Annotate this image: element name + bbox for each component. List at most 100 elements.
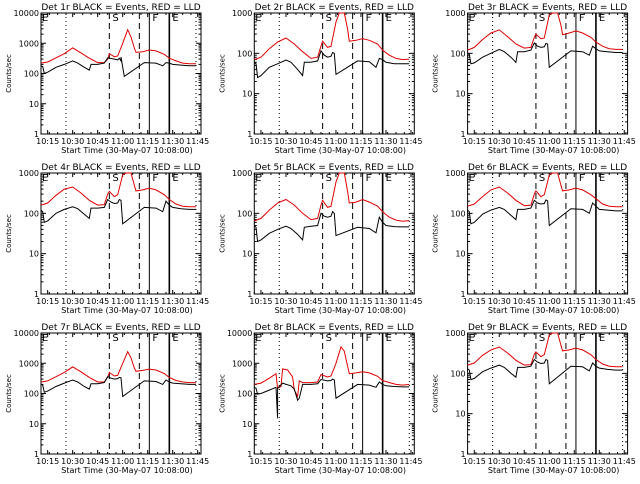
x-tick-label: 10:15 xyxy=(249,297,272,306)
x-tick-label: 10:30 xyxy=(488,297,511,306)
x-axis-label: Start Time (30-May-07 10:08:00) xyxy=(61,146,192,155)
x-tick-label: 10:15 xyxy=(36,297,59,306)
x-tick-label: 11:00 xyxy=(538,137,561,146)
marker-flag: E xyxy=(386,13,392,24)
panel-2: Det 2r BLACK = Events, RED = LLD 1 10 100 10… xyxy=(218,3,422,155)
x-tick-label: 11:30 xyxy=(374,137,397,146)
y-tick-label: 1 xyxy=(461,450,466,459)
x-tick-label: 11:15 xyxy=(136,457,159,466)
x-tick-label: 11:00 xyxy=(538,297,561,306)
marker-flag: S xyxy=(326,333,332,344)
panel-1: Det 1r BLACK = Events, RED = LLD 1 10 100 10… xyxy=(5,3,209,155)
y-tick-label: 10 xyxy=(455,250,465,259)
y-tick-label: 10 xyxy=(242,420,252,429)
x-tick-label: 11:30 xyxy=(588,457,611,466)
marker-flag: E xyxy=(386,173,392,184)
x-tick-label: 10:15 xyxy=(463,297,486,306)
y-tick-label: 1 xyxy=(247,130,252,139)
y-tick-label: 1000 xyxy=(445,9,465,18)
x-tick-label: 10:15 xyxy=(36,137,59,146)
x-axis-label: Start Time (30-May-07 10:08:00) xyxy=(275,306,406,315)
panel-title: Det 1r BLACK = Events, RED = LLD xyxy=(41,3,200,13)
plot-frame xyxy=(253,172,415,295)
y-axis-label: Counts/sec xyxy=(432,54,440,93)
marker-flag: S xyxy=(326,173,332,184)
x-tick-label: 11:00 xyxy=(111,137,134,146)
marker-flag: F xyxy=(152,333,158,344)
panel-title: Det 7r BLACK = Events, RED = LLD xyxy=(41,323,200,333)
x-tick-label: 11:30 xyxy=(161,297,184,306)
y-axis-label: Counts/sec xyxy=(218,214,226,253)
left-flag: E xyxy=(469,333,475,344)
series-lld xyxy=(40,350,196,384)
x-tick-label: 11:45 xyxy=(613,137,636,146)
y-tick-label: 1 xyxy=(461,290,466,299)
x-axis-label: Start Time (30-May-07 10:08:00) xyxy=(488,146,619,155)
plot-frame xyxy=(40,332,202,455)
x-tick-label: 11:15 xyxy=(563,457,586,466)
plot-frame xyxy=(467,332,629,455)
y-tick-label: 1000 xyxy=(232,169,252,178)
plot-frame xyxy=(467,172,629,295)
panel-title: Det 8r BLACK = Events, RED = LLD xyxy=(255,323,414,333)
left-flag: E xyxy=(469,173,475,184)
series-events xyxy=(253,49,410,79)
x-tick-label: 11:00 xyxy=(111,457,134,466)
panel-7: Det 7r BLACK = Events, RED = LLD 1 10 100 10… xyxy=(5,323,209,475)
y-tick-label: 100 xyxy=(450,209,465,218)
x-tick-label: 11:45 xyxy=(186,297,209,306)
x-axis-label: Start Time (30-May-07 10:08:00) xyxy=(275,146,406,155)
y-tick-label: 10000 xyxy=(14,9,39,18)
series-lld xyxy=(254,345,410,399)
x-tick-label: 11:00 xyxy=(538,457,561,466)
y-tick-label: 100 xyxy=(450,369,465,378)
x-tick-label: 10:15 xyxy=(249,137,272,146)
plot-frame xyxy=(467,12,629,135)
series-lld xyxy=(40,28,196,65)
y-tick-label: 100 xyxy=(237,390,252,399)
x-tick-label: 11:15 xyxy=(349,297,372,306)
marker-flag: F xyxy=(579,173,585,184)
plot-frame xyxy=(253,12,415,135)
x-tick-label: 10:45 xyxy=(299,297,322,306)
y-tick-label: 10000 xyxy=(227,329,252,338)
y-axis-label: Counts/sec xyxy=(432,214,440,253)
y-tick-label: 1000 xyxy=(19,39,39,48)
left-flag: E xyxy=(255,173,261,184)
y-tick-label: 1000 xyxy=(232,359,252,368)
left-flag: E xyxy=(42,333,48,344)
marker-flag: S xyxy=(112,13,118,24)
marker-flag: E xyxy=(172,13,178,24)
y-tick-label: 10 xyxy=(455,410,465,419)
x-tick-label: 11:15 xyxy=(136,297,159,306)
y-tick-label: 100 xyxy=(450,49,465,58)
series-events xyxy=(40,198,196,225)
y-tick-label: 1 xyxy=(34,130,39,139)
x-tick-label: 10:45 xyxy=(86,297,109,306)
marker-flag: S xyxy=(112,333,118,344)
x-tick-label: 11:00 xyxy=(111,297,134,306)
series-events xyxy=(467,358,623,385)
series-lld xyxy=(40,172,196,208)
x-tick-label: 11:45 xyxy=(613,297,636,306)
y-axis-label: Counts/sec xyxy=(5,54,13,93)
x-tick-label: 11:45 xyxy=(399,137,422,146)
x-tick-label: 11:15 xyxy=(349,457,372,466)
y-tick-label: 1000 xyxy=(19,359,39,368)
panel-6: Det 6r BLACK = Events, RED = LLD 1 10 100 10… xyxy=(432,163,636,315)
left-flag: E xyxy=(255,13,261,24)
x-tick-label: 11:15 xyxy=(563,297,586,306)
marker-flag: E xyxy=(172,333,178,344)
x-tick-label: 11:45 xyxy=(613,457,636,466)
left-flag: E xyxy=(469,13,475,24)
x-axis-label: Start Time (30-May-07 10:08:00) xyxy=(61,466,192,475)
y-tick-label: 10 xyxy=(242,90,252,99)
marker-flag: E xyxy=(599,333,605,344)
x-tick-label: 11:00 xyxy=(324,297,347,306)
x-tick-label: 11:15 xyxy=(136,137,159,146)
panel-title: Det 3r BLACK = Events, RED = LLD xyxy=(468,3,627,13)
panel-3: Det 3r BLACK = Events, RED = LLD 1 10 100 10… xyxy=(432,3,636,155)
x-tick-label: 10:30 xyxy=(488,137,511,146)
x-tick-label: 11:45 xyxy=(186,137,209,146)
